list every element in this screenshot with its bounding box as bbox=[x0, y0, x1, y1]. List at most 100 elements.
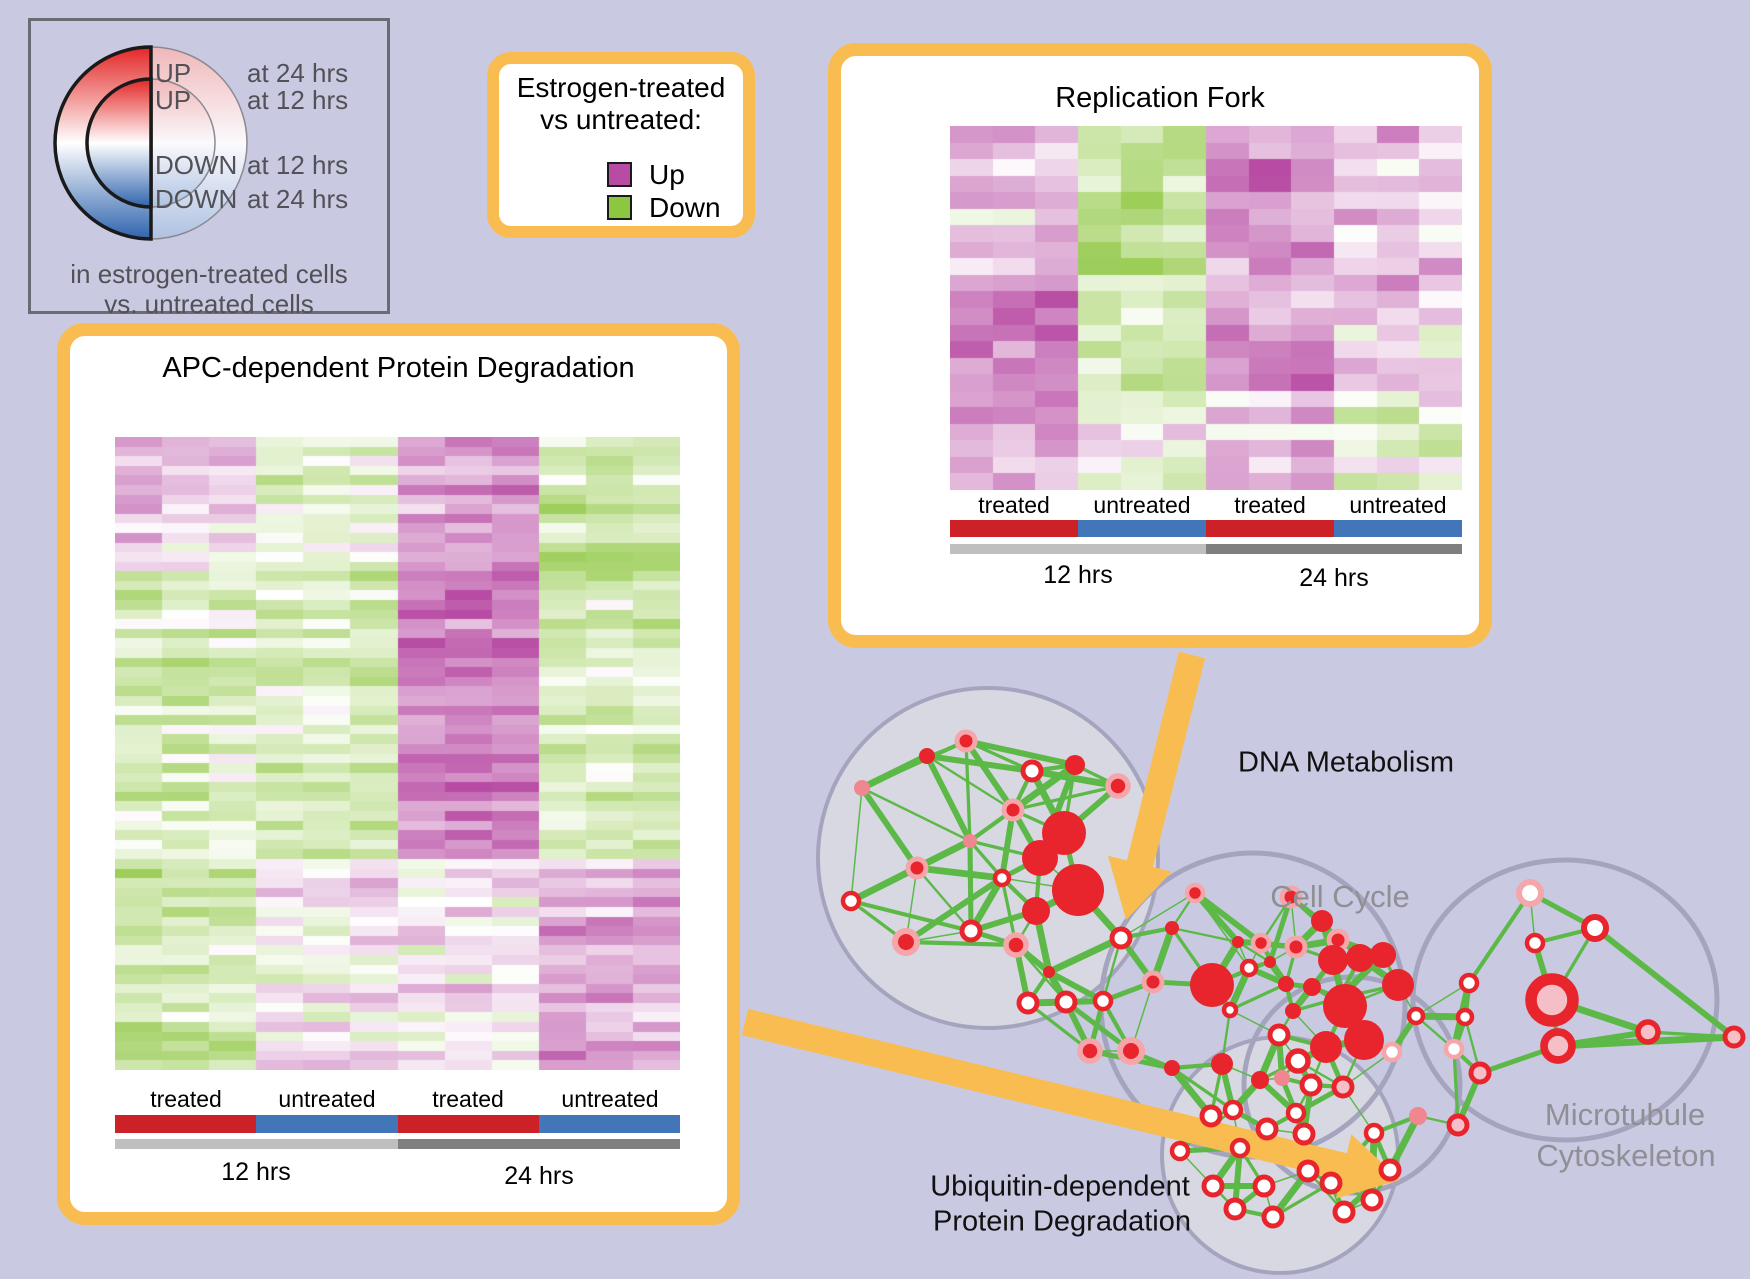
time-label-24hrs: 24 hrs bbox=[1299, 564, 1369, 592]
network-node bbox=[1261, 1205, 1285, 1229]
network-node bbox=[1065, 755, 1085, 775]
network-node bbox=[1296, 1159, 1320, 1183]
cluster-microtubule-cytoskeleton bbox=[1410, 857, 1720, 1143]
apc-heatmap bbox=[115, 437, 680, 1070]
legend-row: UP at 24 hrs bbox=[31, 58, 387, 88]
network-node bbox=[1042, 811, 1086, 855]
network-node bbox=[1105, 773, 1131, 799]
legend-caption-line2: vs. untreated cells bbox=[104, 289, 314, 319]
network-node bbox=[840, 890, 862, 912]
network-node bbox=[1239, 958, 1259, 978]
group-label: untreated bbox=[561, 1086, 659, 1112]
legend-row: DOWN at 12 hrs bbox=[31, 150, 387, 180]
network-edge bbox=[1026, 1001, 1092, 1053]
network-edge bbox=[926, 754, 1014, 812]
time-label-24hrs: 24 hrs bbox=[504, 1162, 574, 1190]
cluster-label-microtubule-line1: Microtubule bbox=[1544, 1097, 1706, 1132]
network-node bbox=[1278, 976, 1294, 992]
group-label: treated bbox=[1234, 492, 1306, 518]
bar-24hrs-segment bbox=[1206, 544, 1462, 554]
network-node bbox=[1458, 972, 1480, 994]
comparison-title-line2: vs untreated: bbox=[540, 104, 702, 135]
treated-bar-segment bbox=[1206, 520, 1334, 537]
network-edge bbox=[926, 753, 1033, 774]
untreated-bar-segment bbox=[1334, 520, 1462, 537]
treated-bar-segment bbox=[115, 1115, 257, 1133]
network-node bbox=[1267, 1023, 1291, 1047]
network-node bbox=[1318, 945, 1348, 975]
network-node bbox=[1443, 1038, 1465, 1060]
network-node bbox=[1016, 991, 1040, 1015]
network-edge bbox=[1467, 891, 1532, 985]
legend-direction: UP bbox=[155, 85, 192, 115]
comparison-legend-box: Estrogen-treated vs untreated: Up Down bbox=[487, 52, 755, 238]
cluster-dna-metabolism bbox=[816, 686, 1160, 1030]
bar-12hrs-segment bbox=[115, 1139, 398, 1149]
cluster-label-ubiquitin-line2: Protein Degradation bbox=[933, 1205, 1191, 1238]
network-node bbox=[1524, 932, 1546, 954]
inner-ring-left-half bbox=[85, 77, 153, 209]
network-node bbox=[1525, 973, 1579, 1027]
network-node bbox=[1360, 1188, 1384, 1212]
network-edge bbox=[861, 786, 971, 843]
network-edge bbox=[999, 809, 1016, 879]
network-node bbox=[1455, 1007, 1475, 1027]
network-edge bbox=[964, 740, 972, 842]
network-node bbox=[1635, 1019, 1661, 1045]
network-node bbox=[1022, 840, 1058, 876]
network-node bbox=[1319, 1171, 1343, 1195]
connector-arrow-replication-fork bbox=[1108, 651, 1206, 920]
network-edge bbox=[1229, 982, 1287, 1012]
replication-fork-heatmap bbox=[950, 126, 1462, 490]
network-node bbox=[1311, 910, 1333, 932]
network-node bbox=[1363, 1122, 1385, 1144]
untreated-bar-segment bbox=[538, 1115, 680, 1133]
network-node bbox=[891, 927, 921, 957]
network-node bbox=[1515, 878, 1545, 908]
legend-time: at 24 hrs bbox=[247, 58, 349, 88]
network-node bbox=[1264, 956, 1276, 968]
network-node bbox=[1580, 913, 1610, 943]
cluster-label-dna-metabolism: DNA Metabolism bbox=[1238, 746, 1454, 779]
network-node bbox=[1382, 969, 1414, 1001]
network-node bbox=[1052, 864, 1104, 916]
network-edge bbox=[967, 840, 974, 932]
network-edge bbox=[916, 867, 972, 932]
direction-legend-box: UP at 24 hrs UP at 12 hrs DOWN at 12 hrs… bbox=[28, 18, 390, 319]
legend-row: UP at 12 hrs bbox=[31, 85, 387, 115]
network-node bbox=[1446, 1113, 1470, 1137]
network-node bbox=[1184, 882, 1206, 904]
network-node bbox=[1003, 932, 1029, 958]
network-edge bbox=[1415, 982, 1470, 1017]
treatment-color-bar bbox=[115, 1115, 680, 1133]
network-node bbox=[1092, 990, 1114, 1012]
time-color-bar bbox=[950, 544, 1462, 554]
network-node bbox=[1406, 1006, 1426, 1026]
network-node bbox=[1540, 1028, 1576, 1064]
time-label-12hrs: 12 hrs bbox=[1043, 561, 1113, 589]
network-node bbox=[1232, 936, 1244, 948]
network-node bbox=[1346, 944, 1374, 972]
network-node bbox=[1303, 978, 1321, 996]
network-node bbox=[905, 856, 929, 880]
network-node bbox=[1201, 1174, 1225, 1198]
cluster-label-cell-cycle: Cell Cycle bbox=[1270, 879, 1410, 914]
comparison-title-line1: Estrogen-treated bbox=[516, 72, 726, 103]
network-edge bbox=[1047, 934, 1123, 976]
network-node bbox=[1285, 1003, 1301, 1019]
network-node bbox=[959, 919, 983, 943]
network-node bbox=[919, 748, 935, 764]
network-node bbox=[1001, 798, 1025, 822]
network-node bbox=[1310, 1031, 1342, 1063]
legend-caption-line1: in estrogen-treated cells bbox=[70, 259, 348, 289]
network-node bbox=[1409, 1107, 1427, 1125]
time-color-bar bbox=[115, 1139, 680, 1149]
network-node bbox=[1279, 885, 1303, 909]
up-label: Up bbox=[649, 159, 685, 190]
network-edge bbox=[1452, 1048, 1460, 1126]
network-node bbox=[1022, 897, 1050, 925]
network-edge bbox=[850, 898, 972, 934]
network-edge bbox=[1010, 762, 1078, 813]
